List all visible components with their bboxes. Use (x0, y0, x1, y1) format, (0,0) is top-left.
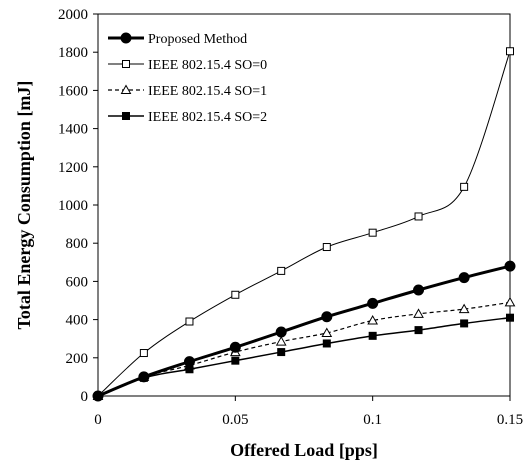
series-line (97, 301, 511, 397)
legend-entry: IEEE 802.15.4 SO=2 (108, 110, 267, 125)
data-point (322, 243, 331, 252)
y-axis-title: Total Energy Consumption [mJ] (14, 81, 34, 330)
data-point (413, 308, 424, 318)
data-point (367, 315, 379, 325)
y-tick-label: 2000 (58, 7, 88, 23)
y-tick-label: 1000 (58, 198, 88, 214)
data-point (322, 339, 331, 348)
y-axis-ticks: 0 200 400 600 800 1000 1200 1400 1600 1800 2000 (58, 7, 98, 405)
y-tick-label: 1200 (58, 160, 88, 176)
series-ieee-802-15-4-so-2 (94, 313, 514, 400)
legend-label: IEEE 802.15.4 SO=2 (148, 110, 267, 125)
data-point (413, 284, 425, 296)
y-tick-label: 200 (66, 351, 89, 367)
y-tick-label: 400 (66, 313, 89, 329)
series-proposed-method (92, 260, 516, 402)
y-tick-label: 600 (66, 274, 89, 290)
data-point (92, 390, 104, 402)
y-tick-label: 1600 (58, 83, 88, 99)
series-ieee-802-15-4-so-1 (92, 296, 516, 400)
data-point (231, 356, 240, 365)
legend-marker (122, 60, 130, 68)
series-line (97, 51, 511, 397)
data-point (504, 296, 516, 307)
legend-marker (122, 112, 130, 120)
x-tick-label: 0 (94, 412, 102, 428)
data-point (183, 356, 195, 368)
data-point (185, 317, 194, 326)
data-point (231, 290, 240, 299)
legend-entry: Proposed Method (108, 32, 247, 47)
data-point (277, 266, 286, 275)
data-point (458, 303, 470, 314)
data-point (460, 182, 469, 191)
data-point (368, 331, 377, 340)
legend-label: IEEE 802.15.4 SO=1 (148, 84, 267, 99)
legend-label: Proposed Method (148, 32, 247, 47)
data-point (506, 313, 514, 322)
data-point (368, 228, 377, 237)
series-line (97, 316, 511, 397)
legend-label: IEEE 802.15.4 SO=0 (148, 58, 267, 73)
legend-marker (120, 32, 132, 44)
data-point (139, 349, 148, 358)
x-axis-ticks: 0 0.05 0.1 0.15 (94, 396, 523, 428)
data-point (321, 327, 333, 337)
data-point (460, 319, 469, 328)
x-axis-title: Offered Load [pps] (230, 440, 378, 460)
data-point (229, 341, 241, 353)
data-point (277, 348, 286, 357)
data-point (504, 260, 516, 272)
data-point (321, 311, 333, 323)
x-tick-label: 0.1 (363, 412, 382, 428)
data-point (414, 212, 423, 221)
legend-entry: IEEE 802.15.4 SO=1 (108, 84, 267, 99)
y-tick-label: 1400 (58, 122, 88, 138)
x-tick-label: 0.15 (497, 412, 523, 428)
data-point (506, 47, 514, 56)
y-tick-label: 1800 (58, 45, 88, 61)
legend: Proposed Method IEEE 802.15.4 SO=0 IEEE 80… (108, 32, 267, 125)
data-point (458, 272, 470, 284)
data-point (414, 326, 423, 335)
data-point (275, 336, 287, 346)
y-tick-label: 0 (81, 389, 89, 405)
series-ieee-802-15-4-so-0 (94, 47, 514, 400)
data-point (275, 326, 287, 338)
series-line (97, 264, 511, 398)
legend-marker (120, 84, 132, 94)
data-point (138, 371, 150, 383)
data-series (92, 47, 516, 402)
legend-entry: IEEE 802.15.4 SO=0 (108, 58, 267, 73)
x-tick-label: 0.05 (222, 412, 248, 428)
data-point (367, 297, 379, 309)
y-tick-label: 800 (66, 236, 89, 252)
